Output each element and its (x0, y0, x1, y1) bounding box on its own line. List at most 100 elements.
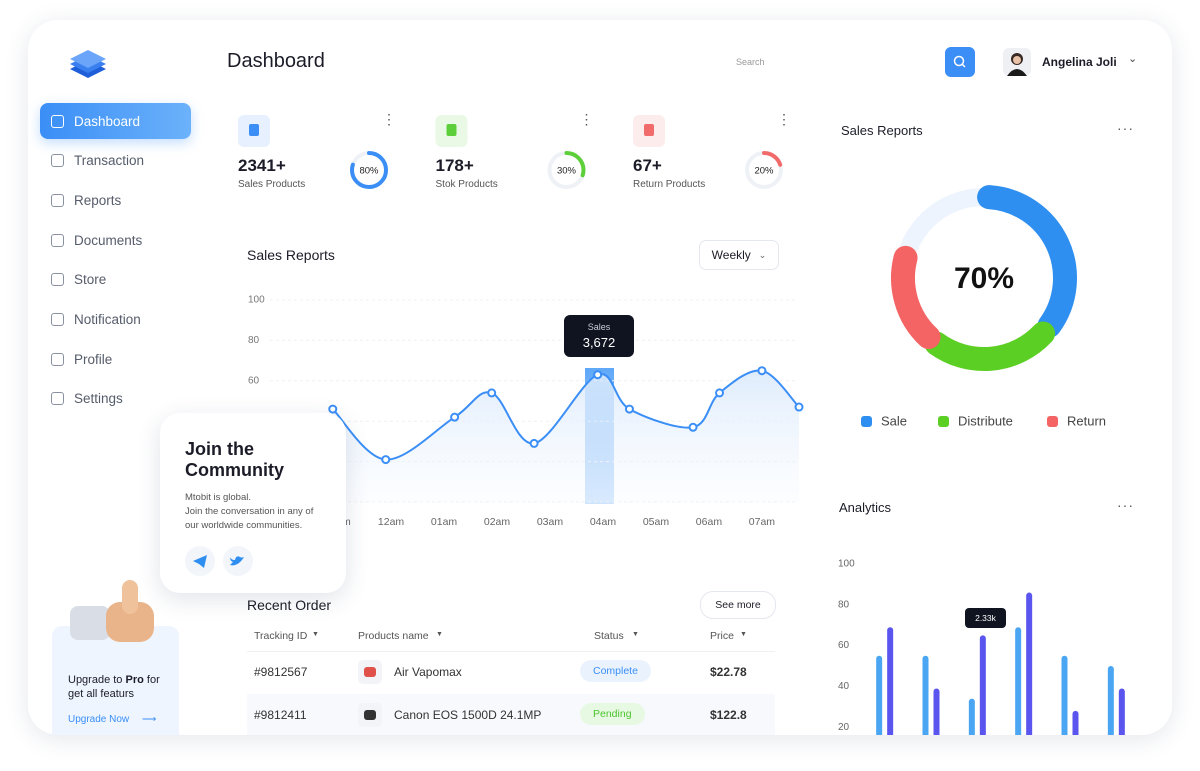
charts: 80%30%20%02040608010011pm12am01am02am03a… (238, 115, 1125, 735)
y-tick-label: 40 (838, 681, 850, 692)
period-select[interactable]: Weekly ⌄ (699, 240, 779, 270)
menu-item[interactable]: Profile (40, 341, 191, 377)
menu-item[interactable]: Documents (40, 222, 191, 258)
header-divider (247, 651, 775, 652)
period-value[interactable]: Weekly (711, 248, 751, 262)
ring-label: 80% (359, 166, 379, 177)
sort-icon[interactable]: ▼ (632, 631, 639, 638)
app: Dashboard Transaction Reports Documents Stor… (28, 20, 1172, 735)
bar (887, 627, 894, 735)
legend-label: Sale (881, 413, 907, 428)
upgrade-link[interactable]: Upgrade Now ⟶ (68, 714, 157, 725)
menu-item[interactable]: Reports (40, 182, 191, 218)
menu-label[interactable]: Settings (74, 391, 123, 407)
social-icons[interactable] (184, 545, 264, 577)
table-cell: $122.8 (710, 708, 747, 722)
y-tick-label: 20 (838, 722, 850, 733)
page-title: Dashboard (227, 50, 325, 72)
menu-icon[interactable] (51, 392, 64, 406)
line-point (529, 438, 539, 448)
donut-segment (924, 321, 1056, 371)
product-glyph (364, 667, 376, 677)
bar (1026, 592, 1033, 735)
y-tick-label: 80 (248, 335, 260, 346)
analytics-title: Analytics (839, 500, 892, 515)
row-background (247, 694, 775, 735)
menu-item[interactable]: Store (40, 262, 191, 298)
upgrade-text: Upgrade to Pro for get all featurs (68, 673, 178, 701)
y-tick-label: 100 (838, 559, 855, 570)
menu-label[interactable]: Reports (74, 192, 122, 208)
table-cell: Canon EOS 1500D 24.1MP (394, 708, 542, 722)
donut-menu[interactable]: ··· (1117, 120, 1134, 136)
line-point (450, 412, 460, 422)
bar (979, 635, 986, 735)
product-glyph (364, 710, 376, 720)
menu-item[interactable]: Transaction (40, 143, 191, 179)
stat-menu[interactable]: ⋮ (382, 111, 397, 127)
line-point (624, 404, 634, 414)
see-more-button[interactable]: See more (700, 591, 776, 619)
x-tick-label: 06am (696, 516, 723, 528)
menu-item[interactable]: Dashboard (40, 103, 191, 139)
line-point (794, 402, 804, 412)
avatar[interactable] (1003, 48, 1031, 76)
line-point (381, 455, 391, 465)
sales-tooltip: Sales 3,672 (564, 315, 634, 357)
app-card: Dashboard Transaction Reports Documents Stor… (28, 20, 1172, 735)
community-card: Join the Community Mtobit is global. Join… (160, 413, 346, 593)
y-tick-label: 80 (838, 599, 850, 610)
menu-icon[interactable] (51, 154, 64, 168)
line-area (332, 370, 799, 502)
status-pill: Complete (580, 660, 651, 682)
logo[interactable] (66, 42, 110, 82)
line-point (487, 388, 497, 398)
ring-label: 20% (754, 166, 774, 177)
menu-label[interactable]: Store (74, 272, 107, 288)
upgrade-link-text[interactable]: Upgrade Now (68, 714, 130, 725)
menu-item[interactable]: Notification (40, 302, 191, 338)
table-cell: $22.78 (710, 665, 747, 679)
menu-icon[interactable] (51, 352, 64, 366)
donut-center-label: 70% (954, 262, 1014, 295)
table-header[interactable]: Status (594, 630, 624, 642)
menu-label[interactable]: Documents (74, 232, 143, 248)
bar (876, 655, 883, 735)
menu-icon[interactable] (51, 114, 64, 128)
stat-value: 67+ (633, 156, 662, 175)
stat-menu[interactable]: ⋮ (777, 111, 792, 127)
menu-label[interactable]: Transaction (74, 153, 145, 169)
menu-label[interactable]: Profile (74, 351, 113, 367)
menu-item[interactable]: Settings (40, 381, 191, 417)
menu-icon[interactable] (51, 313, 64, 326)
table-header[interactable]: Tracking ID (254, 630, 308, 642)
bar (1061, 655, 1068, 735)
stat-menu[interactable]: ⋮ (579, 111, 595, 127)
line-point (593, 370, 603, 380)
search-input[interactable]: Search (736, 57, 765, 67)
bar (1107, 666, 1114, 735)
analytics-menu[interactable]: ··· (1117, 497, 1134, 513)
sales-chart-title: Sales Reports (247, 247, 335, 263)
legend-swatch (938, 416, 949, 427)
sort-icon[interactable]: ▼ (740, 631, 747, 638)
search-button[interactable] (945, 47, 975, 77)
table-header[interactable]: Price (710, 630, 734, 642)
menu-icon[interactable] (51, 233, 64, 247)
table-header[interactable]: Products name (358, 630, 429, 642)
menu-icon[interactable] (51, 273, 64, 287)
menu-label[interactable]: Dashboard (74, 113, 141, 129)
stat-value: 2341+ (238, 156, 286, 175)
tooltip-value: 3,672 (582, 335, 616, 350)
sort-icon[interactable]: ▼ (312, 631, 319, 638)
x-tick-label: 01am (431, 516, 458, 528)
user-name[interactable]: Angelina Joli (1042, 55, 1117, 69)
menu-label[interactable]: Notification (74, 312, 141, 327)
legend-label: Return (1067, 413, 1106, 428)
user-menu-chevron[interactable]: ⌄ (1128, 53, 1138, 65)
recent-order-title: Recent Order (247, 597, 332, 613)
menu-icon[interactable] (51, 193, 64, 207)
stat-icon (446, 124, 457, 136)
sort-icon[interactable]: ▼ (436, 631, 443, 638)
bar (1015, 627, 1022, 735)
